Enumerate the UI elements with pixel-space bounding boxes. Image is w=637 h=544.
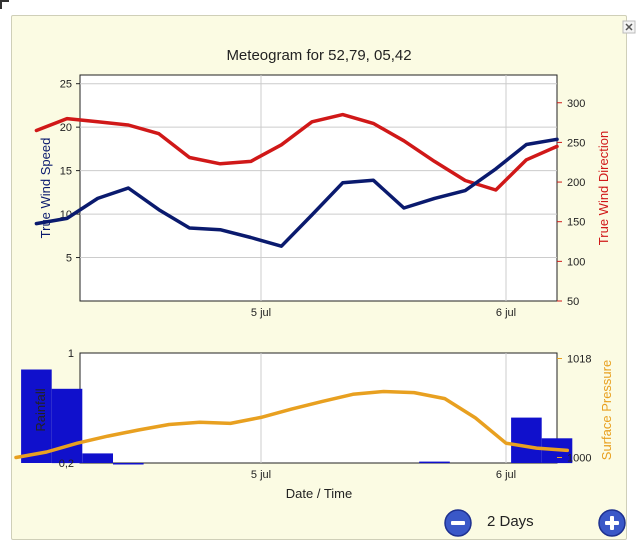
rainfall-bar	[51, 388, 83, 464]
true-wind-direction-axis-label: True Wind Direction	[596, 131, 611, 245]
time-range-label: 2 Days	[487, 513, 534, 530]
zoom-out-button[interactable]	[443, 508, 473, 538]
wind-plot-area	[79, 74, 558, 302]
rainfall-bar	[419, 461, 450, 464]
wind-direction-tick-150: 150	[567, 217, 585, 229]
window-close-icon[interactable]	[622, 20, 636, 34]
surface-pressure-tick-1000: 1000	[567, 453, 591, 465]
surface-pressure-axis-ticks: 1000 1018	[557, 354, 591, 465]
x-tick-6-jul-bottom: 6 jul	[496, 469, 516, 481]
wind-direction-tick-300: 300	[567, 98, 585, 110]
minus-circle-icon	[444, 509, 472, 537]
wind-speed-tick-20: 20	[60, 122, 72, 134]
wind-direction-tick-200: 200	[567, 177, 585, 189]
rainfall-bar	[82, 453, 113, 463]
surface-pressure-tick-1018: 1018	[567, 354, 591, 366]
rain-plot-x-ticks: 5 jul 6 jul	[251, 469, 516, 481]
true-wind-speed-axis-label: True Wind Speed	[38, 138, 53, 239]
wind-plot-x-ticks: 5 jul 6 jul	[251, 307, 516, 319]
rainfall-tick: 1	[68, 348, 74, 360]
x-tick-5-jul-bottom: 5 jul	[251, 469, 271, 481]
window-corner-mark	[0, 0, 9, 9]
x-tick-6-jul-top: 6 jul	[496, 307, 516, 319]
true-wind-speed-line	[34, 137, 559, 248]
chart-title: Meteogram for 52,79, 05,42	[226, 47, 411, 64]
surface-pressure-line	[14, 389, 570, 460]
wind-direction-tick-250: 250	[567, 137, 585, 149]
rainfall-bars	[21, 369, 573, 465]
rainfall-tick: 0,2	[59, 458, 74, 470]
plus-circle-icon	[598, 509, 626, 537]
rainfall-bar	[21, 369, 52, 463]
wind-direction-tick-50: 50	[567, 296, 579, 308]
x-tick-5-jul-top: 5 jul	[251, 307, 271, 319]
rainfall-bar	[511, 417, 542, 463]
x-axis-label: Date / Time	[286, 486, 352, 501]
wind-plot-grid	[80, 75, 557, 301]
surface-pressure-axis-label: Surface Pressure	[599, 360, 614, 460]
wind-speed-tick-25: 25	[60, 79, 72, 91]
rain-plot-area	[79, 352, 558, 464]
rainfall-axis-ticks: 0,21	[59, 348, 74, 470]
wind-direction-tick-100: 100	[567, 256, 585, 268]
rainfall-axis-label: Rainfall	[33, 388, 48, 431]
wind-speed-tick-15: 15	[60, 166, 72, 178]
wind-speed-tick-5: 5	[66, 253, 72, 265]
rainfall-bar	[113, 463, 144, 465]
zoom-in-button[interactable]	[597, 508, 627, 538]
true-wind-direction-line	[34, 112, 559, 192]
wind-direction-axis-ticks: 50 100 150 200 250 300	[557, 98, 585, 308]
